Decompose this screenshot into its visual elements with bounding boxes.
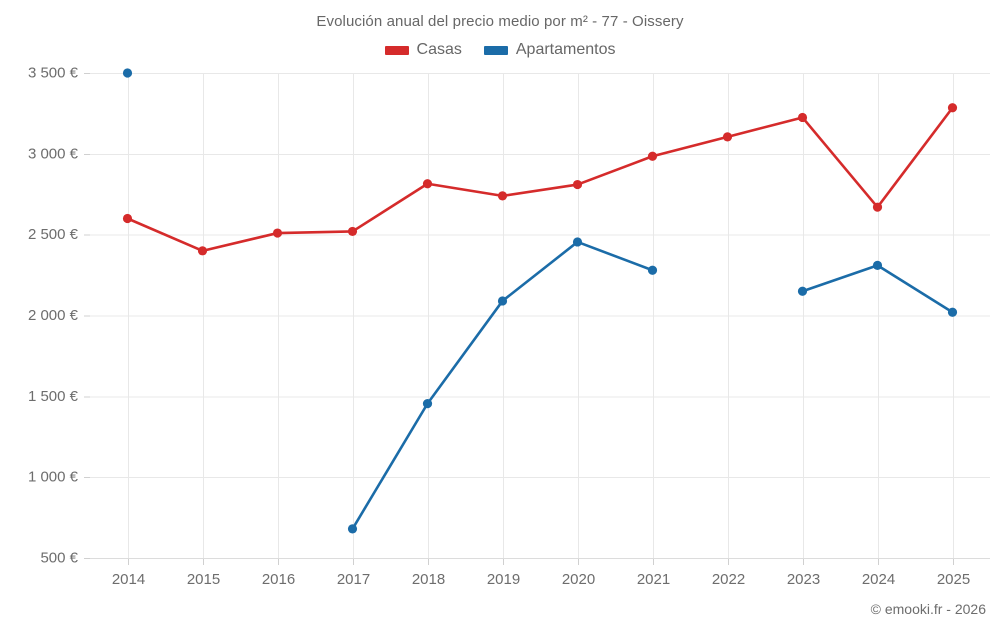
data-point-casas-2022[interactable] <box>722 132 733 142</box>
x-axis-tick-label: 2017 <box>337 571 370 588</box>
y-axis-tick-label: 3 000 € <box>28 145 79 162</box>
line-swatch-icon <box>483 45 508 55</box>
x-axis-tick-label: 2021 <box>637 571 670 588</box>
data-point-apartamentos-2017[interactable] <box>347 524 358 534</box>
data-point-apartamentos-2020[interactable] <box>572 237 583 247</box>
series-line-apartamentos <box>801 264 954 314</box>
chart-title: Evolución anual del precio medio por m² … <box>316 13 684 30</box>
line-swatch-icon <box>384 45 409 55</box>
series-line-casas <box>126 106 954 253</box>
data-point-apartamentos-2021[interactable] <box>647 265 658 275</box>
plot-area: 500 € 1 000 € 1 500 € 2 000 € 2 500 € 3 000 €… <box>28 64 990 588</box>
y-axis-tick-label: 2 000 € <box>28 307 79 324</box>
x-axis-tick-label: 2022 <box>712 571 745 588</box>
chart-legend: Casas Apartamentos <box>0 42 1000 58</box>
data-point-casas-2025[interactable] <box>947 103 958 113</box>
x-axis-tick-label: 2014 <box>112 571 145 588</box>
x-axis-tick-label: 2015 <box>187 571 220 588</box>
x-axis-tick-label: 2024 <box>862 571 895 588</box>
series-line-apartamentos <box>351 240 654 531</box>
y-axis-tick-label: 500 € <box>40 549 78 566</box>
data-point-casas-2024[interactable] <box>872 202 883 212</box>
data-point-casas-2018[interactable] <box>422 179 433 189</box>
x-axis-tick-label: 2016 <box>262 571 295 588</box>
data-point-casas-2023[interactable] <box>797 112 808 123</box>
x-axis-tick-label: 2023 <box>787 571 820 588</box>
data-point-casas-2019[interactable] <box>497 191 508 201</box>
data-point-casas-2015[interactable] <box>197 246 208 256</box>
plot-svg: 500 € 1 000 € 1 500 € 2 000 € 2 500 € 3 000 €… <box>28 64 990 588</box>
data-point-casas-2020[interactable] <box>572 179 583 190</box>
legend-item-casas[interactable]: Casas <box>384 41 462 58</box>
x-axis-tick-label: 2025 <box>937 571 970 588</box>
data-point-casas-2014[interactable] <box>122 213 133 224</box>
data-point-casas-2021[interactable] <box>647 151 658 161</box>
y-axis-tick-label: 3 500 € <box>28 64 79 81</box>
data-point-apartamentos-2014[interactable] <box>122 68 133 78</box>
y-axis-tick-label: 1 500 € <box>28 388 79 405</box>
legend-label-casas: Casas <box>416 41 462 58</box>
x-axis-tick-label: 2019 <box>487 571 520 588</box>
data-point-casas-2016[interactable] <box>272 228 283 238</box>
data-point-apartamentos-2019[interactable] <box>497 296 508 306</box>
data-point-casas-2017[interactable] <box>347 226 358 237</box>
legend-item-apartamentos[interactable]: Apartamentos <box>483 41 616 58</box>
legend-label-apartamentos: Apartamentos <box>515 41 616 58</box>
data-point-apartamentos-2025[interactable] <box>947 307 958 317</box>
data-point-apartamentos-2018[interactable] <box>422 399 433 409</box>
x-axis-tick-label: 2020 <box>562 571 595 588</box>
y-axis-tick-label: 1 000 € <box>28 469 79 486</box>
data-point-apartamentos-2024[interactable] <box>872 260 883 270</box>
y-axis-tick-label: 2 500 € <box>28 226 79 243</box>
footer-credit: © emooki.fr - 2026 <box>870 601 986 617</box>
x-axis-tick-label: 2018 <box>412 571 445 588</box>
data-point-apartamentos-2023[interactable] <box>797 286 808 296</box>
